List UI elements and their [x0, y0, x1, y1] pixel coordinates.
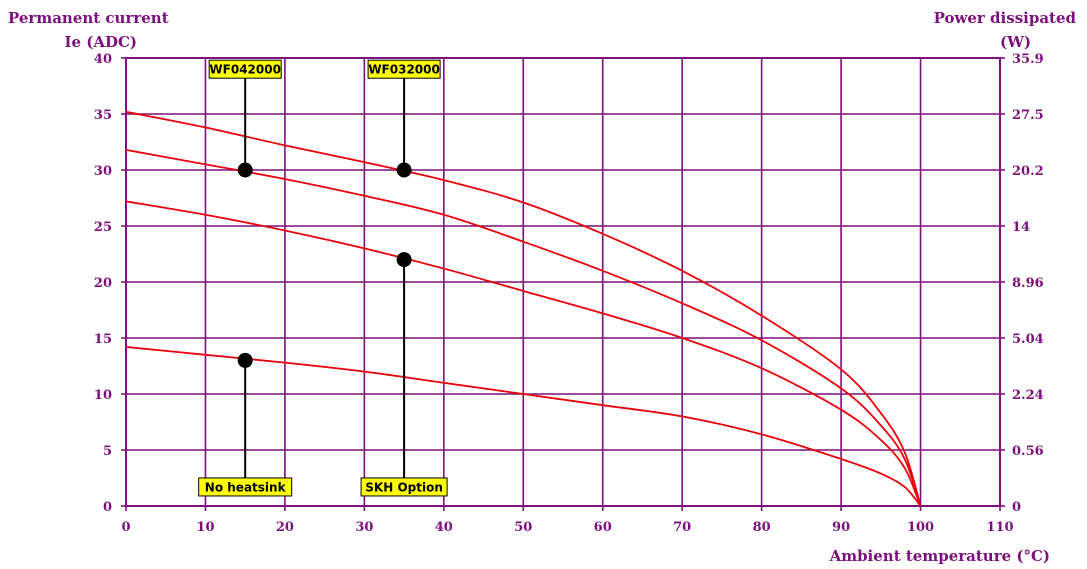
x-axis-title: Ambient temperature (°C) — [829, 547, 1050, 565]
marker-label: WF042000 — [209, 63, 281, 77]
derating-curve-2 — [125, 148, 922, 507]
y-left-tick-label: 30 — [94, 164, 112, 179]
y-right-tick-label: 5.04 — [1012, 332, 1044, 347]
y-right-tick-label: 0 — [1012, 500, 1021, 515]
y-left-tick-label: 20 — [94, 276, 112, 291]
x-tick-label: 70 — [673, 520, 691, 535]
y-right-tick-label: 14 — [1012, 220, 1030, 235]
marker-label-box — [360, 477, 448, 497]
marker-label-box — [198, 477, 293, 497]
y-left-title-line2: Ie (ADC) — [64, 33, 137, 51]
y-left-tick-label: 35 — [94, 108, 112, 123]
y-left-tick-label: 0 — [103, 500, 112, 515]
x-tick-label: 110 — [986, 520, 1013, 535]
grid — [121, 57, 1005, 511]
y-right-tick-label: 20.2 — [1012, 164, 1044, 179]
x-tick-label: 40 — [435, 520, 453, 535]
marker-point — [396, 252, 412, 268]
derating-curve-4 — [125, 346, 922, 507]
derating-curve-1 — [125, 110, 922, 507]
y-right-tick-label: 35.9 — [1012, 52, 1044, 67]
x-tick-label: 0 — [121, 520, 130, 535]
marker-point — [237, 352, 253, 368]
y-left-tick-label: 40 — [94, 52, 112, 67]
y-left-tick-label: 5 — [103, 444, 112, 459]
y-left-tick-label: 10 — [94, 388, 112, 403]
x-tick-label: 30 — [355, 520, 373, 535]
marker-label-box — [208, 59, 282, 79]
y-left-tick-label: 25 — [94, 220, 112, 235]
x-tick-label: 90 — [832, 520, 850, 535]
marker-label: WF032000 — [368, 63, 440, 77]
markers: WF042000 WF032000 No heatsink SKH Option — [198, 59, 448, 497]
y-right-tick-label: 27.5 — [1012, 108, 1044, 123]
x-tick-label: 100 — [907, 520, 934, 535]
x-tick-label: 20 — [276, 520, 294, 535]
curves — [125, 110, 922, 507]
y-left-tick-label: 15 — [94, 332, 112, 347]
x-tick-label: 10 — [196, 520, 214, 535]
y-right-tick-label: 8.96 — [1012, 276, 1044, 291]
y-right-tick-label: 2.24 — [1012, 388, 1044, 403]
y-right-title-line1: Power dissipated — [934, 9, 1077, 27]
x-tick-label: 80 — [753, 520, 771, 535]
marker-label: No heatsink — [205, 480, 287, 494]
marker-label-box — [367, 59, 441, 79]
x-tick-label: 50 — [514, 520, 532, 535]
plot-frame — [125, 57, 1001, 507]
marker-label: SKH Option — [365, 480, 443, 494]
marker-point — [396, 162, 412, 178]
derating-curve-3 — [125, 200, 922, 507]
y-left-title-line1: Permanent current — [8, 9, 169, 27]
x-tick-label: 60 — [594, 520, 612, 535]
marker-point — [237, 162, 253, 178]
y-right-tick-label: 0.56 — [1012, 444, 1044, 459]
y-right-title-line2: (W) — [1000, 33, 1031, 51]
